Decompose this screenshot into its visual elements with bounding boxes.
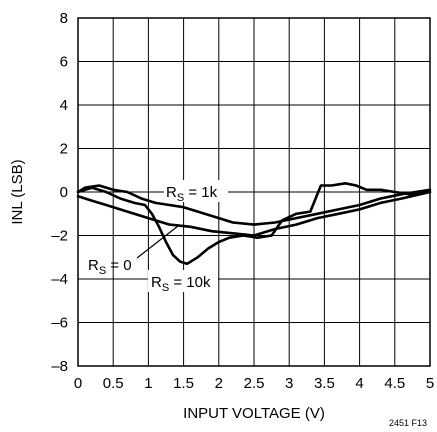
y-tick-label: –8 — [51, 358, 68, 375]
series-line-10k-2 — [76, 182, 432, 266]
y-tick-label: 4 — [60, 97, 68, 114]
y-tick-labels: 8 6 4 2 0 –2 –4 –6 –8 — [51, 10, 68, 375]
x-tick-label: 0 — [74, 375, 82, 392]
svg-text:RS = 0: RS = 0 — [88, 257, 132, 277]
svg-text:RS = 10k: RS = 10k — [151, 274, 211, 294]
x-tick-label: 1.5 — [173, 375, 194, 392]
series-layer — [76, 182, 432, 266]
x-tick-label: 3 — [285, 375, 293, 392]
annotation-rs-10k-main: R — [151, 274, 162, 291]
x-tick-label: 2 — [215, 375, 223, 392]
annotation-rs-1k: RS = 1k — [164, 180, 228, 204]
annotation-rs-1k-rest: = 1k — [184, 184, 217, 201]
y-axis-title: INL (LSB) — [9, 159, 26, 224]
annotation-rs-0: RS = 0 — [88, 225, 179, 277]
x-axis-title: INPUT VOLTAGE (V) — [183, 405, 325, 422]
series-line-1k-0 — [76, 184, 432, 226]
y-tick-label: 6 — [60, 54, 68, 71]
annotation-rs-0-main: R — [88, 257, 99, 274]
annotation-rs-10k: RS = 10k — [148, 270, 218, 294]
x-tick-label: 3.5 — [314, 375, 335, 392]
x-tick-label: 2.5 — [244, 375, 265, 392]
annotation-rs-1k-sub: S — [177, 192, 184, 204]
x-tick-label: 4.5 — [384, 375, 405, 392]
x-tick-label: 0.5 — [103, 375, 124, 392]
x-tick-labels: 0 0.5 1 1.5 2 2.5 3 3.5 4 4.5 5 — [74, 375, 434, 392]
annotation-rs-0-sub: S — [99, 265, 106, 277]
x-tick-label: 5 — [426, 375, 434, 392]
grid — [78, 18, 430, 366]
annotation-rs-10k-sub: S — [162, 282, 169, 294]
y-tick-label: –6 — [51, 315, 68, 332]
y-tick-label: 0 — [60, 184, 68, 201]
y-tick-label: –2 — [51, 228, 68, 245]
x-tick-label: 1 — [144, 375, 152, 392]
annotation-rs-0-leader — [136, 225, 179, 259]
y-tick-label: 2 — [60, 141, 68, 158]
figure-id: 2451 F13 — [389, 418, 427, 428]
annotation-rs-0-rest: = 0 — [106, 257, 131, 274]
y-tick-label: 8 — [60, 10, 68, 27]
annotation-rs-10k-rest: = 10k — [169, 274, 211, 291]
svg-text:RS = 1k: RS = 1k — [166, 184, 218, 204]
x-tick-label: 4 — [355, 375, 363, 392]
annotation-rs-1k-main: R — [166, 184, 177, 201]
y-tick-label: –4 — [51, 271, 68, 288]
